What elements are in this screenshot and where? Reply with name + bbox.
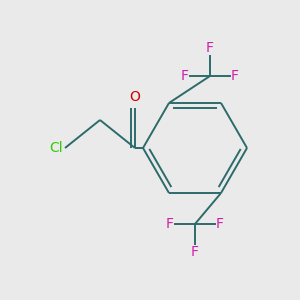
Text: Cl: Cl [50,141,63,155]
Text: F: F [206,41,214,55]
Text: F: F [191,245,199,259]
Text: O: O [130,90,140,104]
Text: F: F [216,217,224,231]
Text: F: F [166,217,174,231]
Text: F: F [231,69,239,83]
Text: F: F [181,69,189,83]
